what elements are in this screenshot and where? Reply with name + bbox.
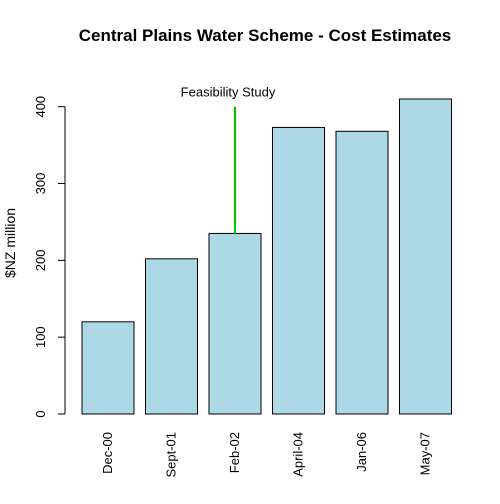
x-tick-label: Sept-01 <box>164 432 179 478</box>
x-tick-label: Jan-06 <box>354 432 369 472</box>
y-tick-label: 400 <box>33 96 48 118</box>
bar-may-07 <box>399 98 452 415</box>
y-axis-label: $NZ million <box>2 208 18 278</box>
y-tick-label: 200 <box>33 249 48 271</box>
y-tick-label: 0 <box>33 410 48 417</box>
bar-sept-01 <box>145 258 198 415</box>
x-tick-label: April-04 <box>291 432 306 477</box>
x-tick-label: Dec-00 <box>100 432 115 474</box>
bars <box>81 98 452 415</box>
bar-jan-06 <box>335 130 389 415</box>
y-tick-label: 300 <box>33 173 48 195</box>
bar-april-04 <box>272 126 325 415</box>
x-tick-label: Feb-02 <box>227 432 242 473</box>
annotation-label: Feasibility Study <box>181 85 276 100</box>
x-tick-label: May-07 <box>418 432 433 475</box>
bar-feb-02 <box>208 232 262 415</box>
bar-dec-00 <box>81 321 135 415</box>
y-axis: 0 100 200 300 400 <box>33 96 66 418</box>
x-axis-labels: Dec-00 Sept-01 Feb-02 April-04 Jan-06 May-07 <box>100 432 433 478</box>
chart-title: Central Plains Water Scheme - Cost Estim… <box>79 26 452 45</box>
y-tick-label: 100 <box>33 326 48 348</box>
annotation-layer: Feasibility Study <box>181 85 276 234</box>
